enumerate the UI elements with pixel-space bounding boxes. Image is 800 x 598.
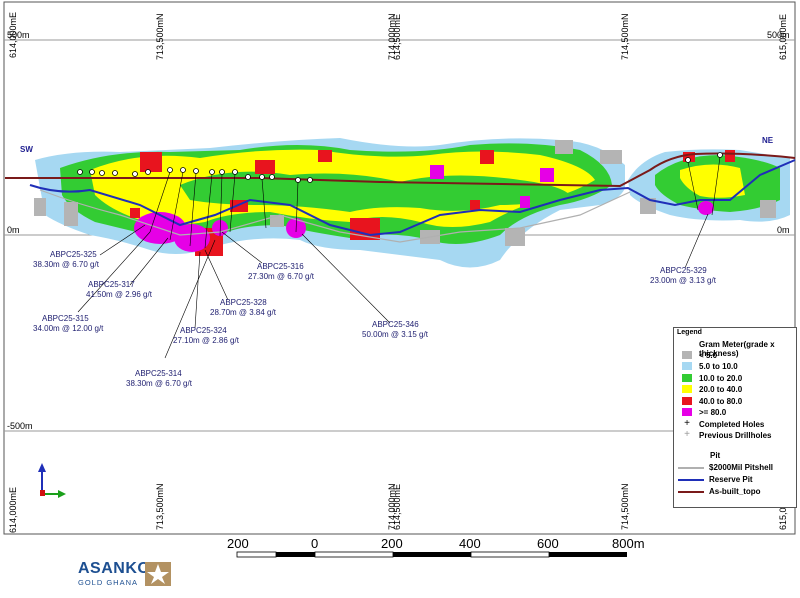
legend-completed: + Completed Holes <box>682 419 764 429</box>
as-built-topo-line <box>5 152 796 188</box>
company-logo: ASANKO GOLD GHANA <box>63 560 173 590</box>
legend-class-label: < 5.0 <box>699 350 718 360</box>
legend-class-label: 10.0 to 20.0 <box>699 373 743 383</box>
coord-bottom-2a: 714,000mN <box>387 483 397 530</box>
scale-tick: 200 <box>381 536 403 551</box>
hole-result: 50.00m @ 3.15 g/t <box>362 330 429 339</box>
ne-grade-blocks <box>628 149 790 222</box>
legend-previous-label: Previous Drillholes <box>699 430 772 440</box>
legend-class-label: >= 80.0 <box>699 407 727 417</box>
coord-top-2a: 714,000mN <box>387 13 397 60</box>
hole-annotations: ABPC25-325 38.30m @ 6.70 g/t ABPC25-317 … <box>33 250 717 388</box>
coord-top-1: 713,500mN <box>155 13 165 60</box>
scale-tick: 0 <box>311 536 318 551</box>
hole-name: ABPC25-315 <box>42 314 89 323</box>
logo-name: ASANKO <box>78 560 151 577</box>
hole-result: 27.10m @ 2.86 g/t <box>173 336 240 345</box>
swatch-magenta <box>682 408 692 416</box>
coord-bottom-1: 713,500mN <box>155 483 165 530</box>
scale-tick: 600 <box>537 536 559 551</box>
hole-result: 28.70m @ 3.84 g/t <box>210 308 277 317</box>
leader-lines <box>77 213 709 359</box>
legend-class-label: 20.0 to 40.0 <box>699 384 743 394</box>
legend: Legend Gram Meter(grade x thickness) < 5… <box>673 327 797 508</box>
coord-top-2b: 614,500mE <box>392 14 402 60</box>
legend-completed-label: Completed Holes <box>699 419 765 429</box>
legend-pit-title: Pit <box>710 451 721 460</box>
scale-bar: 200 0 200 400 600 800m <box>227 536 645 558</box>
legend-pit-label: As-built_topo <box>709 487 761 496</box>
coord-bottom-2b: 614,500mE <box>392 484 402 530</box>
hole-result: 38.30m @ 6.70 g/t <box>126 379 193 388</box>
legend-class-label: 40.0 to 80.0 <box>699 396 743 406</box>
swatch-gray <box>682 351 692 359</box>
legend-class: 5.0 to 10.0 <box>682 361 738 371</box>
hole-name: ABPC25-325 <box>50 250 97 259</box>
star-icon <box>145 562 171 586</box>
hole-name: ABPC25-328 <box>220 298 267 307</box>
topo-swatch <box>678 490 704 493</box>
elev-500-right: 500m <box>767 30 790 40</box>
legend-class-label: 5.0 to 10.0 <box>699 361 738 371</box>
legend-title: Legend <box>677 329 702 336</box>
legend-pit-line: As-built_topo <box>678 487 761 496</box>
legend-class: 40.0 to 80.0 <box>682 396 742 406</box>
hole-name: ABPC25-329 <box>660 266 707 275</box>
ne-label: NE <box>762 136 774 145</box>
legend-pit-line: Reserve Pit <box>678 475 753 484</box>
coord-bottom-3: 714,500mN <box>620 483 630 530</box>
grade-blocks <box>34 138 625 268</box>
legend-class: < 5.0 <box>682 350 717 360</box>
hole-name: ABPC25-346 <box>372 320 419 329</box>
completed-hole-icon: + <box>684 418 690 429</box>
legend-subtitle: Gram Meter(grade x thickness) <box>699 340 775 358</box>
axis-arrow-icon <box>38 463 66 498</box>
legend-pit-line: $2000Mil Pitshell <box>678 463 773 472</box>
hole-result: 41.50m @ 2.96 g/t <box>86 290 153 299</box>
pitshell-swatch <box>678 466 704 469</box>
hole-name: ABPC25-314 <box>135 369 182 378</box>
swatch-lightblue <box>682 362 692 370</box>
reserve-pit-line <box>29 159 796 237</box>
elev-0-right: 0m <box>777 225 790 235</box>
scale-tick: 800m <box>612 536 645 551</box>
legend-class: 10.0 to 20.0 <box>682 373 742 383</box>
legend-pit-label: $2000Mil Pitshell <box>709 463 774 472</box>
scale-tick: 400 <box>459 536 481 551</box>
reserve-pit-swatch <box>678 478 704 481</box>
scale-tick: 200 <box>227 536 249 551</box>
hole-result: 38.30m @ 6.70 g/t <box>33 260 100 269</box>
legend-class: >= 80.0 <box>682 407 726 417</box>
legend-previous: + Previous Drillholes <box>682 430 771 440</box>
map-border <box>3 1 796 535</box>
hole-name: ABPC25-316 <box>257 262 304 271</box>
elev-500-left: 500m <box>7 30 30 40</box>
hole-result: 27.30m @ 6.70 g/t <box>248 272 315 281</box>
legend-pit-label: Reserve Pit <box>709 475 753 484</box>
logo-sub: GOLD GHANA <box>78 578 139 587</box>
hole-name: ABPC25-324 <box>180 326 227 335</box>
legend-class: 20.0 to 40.0 <box>682 384 742 394</box>
coord-bottom-left: 614,000mE <box>8 487 18 533</box>
swatch-green <box>682 374 692 382</box>
coord-top-3: 714,500mN <box>620 13 630 60</box>
swatch-yellow <box>682 385 692 393</box>
hole-name: ABPC25-317 <box>88 280 135 289</box>
elev-0-left: 0m <box>7 225 20 235</box>
coord-top-left: 614,000mE <box>8 12 18 58</box>
hole-result: 23.00m @ 3.13 g/t <box>650 276 717 285</box>
previous-hole-icon: + <box>684 429 690 440</box>
sw-label: SW <box>20 145 33 154</box>
hole-result: 34.00m @ 12.00 g/t <box>33 324 104 333</box>
swatch-red <box>682 397 692 405</box>
completed-holes <box>77 152 723 183</box>
coord-top-right: 615,000mE <box>778 14 788 60</box>
pitshell-line <box>39 189 631 243</box>
hole-traces <box>149 156 721 249</box>
elev-m500-left: -500m <box>7 421 33 431</box>
